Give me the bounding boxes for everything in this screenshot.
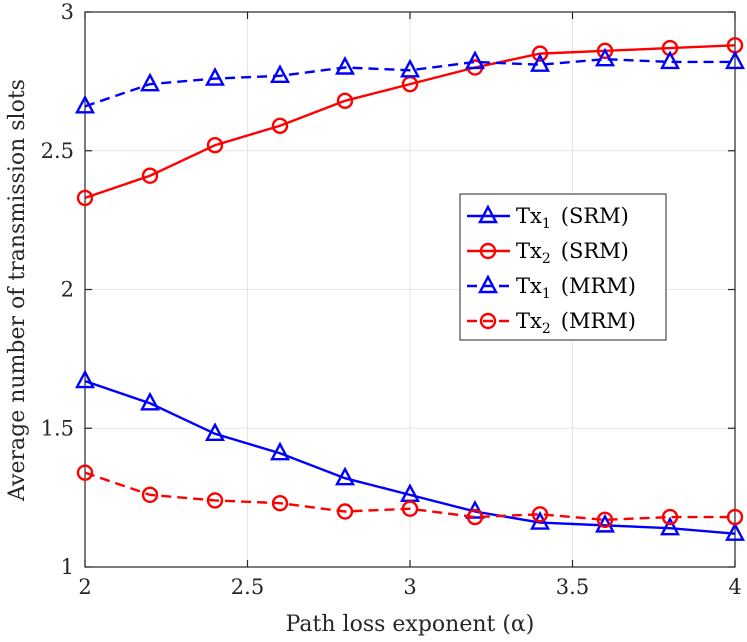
- data-point: [660, 516, 680, 536]
- data-point: [76, 464, 94, 481]
- legend-label-suffix: (MRM): [561, 274, 636, 298]
- series-line: [84, 44, 736, 200]
- data-point: [726, 508, 744, 526]
- data-point: [400, 58, 420, 78]
- y-tick-label: 2.5: [41, 139, 74, 163]
- legend-label-suffix: (SRM): [561, 239, 629, 263]
- y-tick-label: 1.5: [41, 416, 74, 440]
- legend-circle-marker: [479, 312, 497, 330]
- data-point: [205, 422, 225, 441]
- legend-triangle-marker: [478, 204, 498, 224]
- legend: Tx1 (SRM)Tx2 (SRM)Tx1 (MRM)Tx2 (MRM): [459, 193, 667, 341]
- data-point: [271, 117, 289, 134]
- legend-label: Tx1 (MRM): [516, 274, 636, 302]
- data-point: [724, 50, 746, 70]
- legend-label-subscript: 2: [542, 321, 551, 337]
- series-line: [84, 57, 735, 108]
- legend-label-subscript: 1: [542, 286, 551, 302]
- data-point: [661, 508, 679, 526]
- data-point: [596, 511, 614, 529]
- data-point: [531, 45, 549, 62]
- data-point: [401, 500, 419, 517]
- legend-entries: Tx1 (SRM)Tx2 (SRM)Tx1 (MRM)Tx2 (MRM): [467, 204, 636, 337]
- data-point: [141, 167, 159, 184]
- data-point: [75, 369, 95, 389]
- series-3: [76, 464, 744, 529]
- y-tick-label: 2: [61, 278, 74, 302]
- legend-entry: Tx1 (SRM): [467, 204, 629, 232]
- series-group: [75, 37, 746, 541]
- data-point: [595, 513, 615, 533]
- legend-label-suffix: (MRM): [561, 309, 636, 333]
- legend-entry: Tx2 (SRM): [467, 239, 629, 267]
- x-tick-label: 3.5: [556, 575, 589, 599]
- legend-circle-marker: [479, 242, 497, 260]
- data-point: [206, 492, 224, 509]
- x-tick-label: 2: [78, 575, 91, 599]
- data-point: [531, 506, 549, 523]
- legend-label-main: Tx: [516, 204, 542, 228]
- data-point: [75, 94, 95, 114]
- legend-label-subscript: 1: [542, 216, 551, 232]
- legend-triangle-marker: [478, 274, 498, 294]
- data-point: [335, 466, 355, 486]
- data-point: [140, 72, 160, 92]
- data-point: [335, 55, 355, 75]
- x-tick-label: 4: [728, 575, 741, 599]
- x-axis-title: Path loss exponent (α): [286, 612, 535, 637]
- data-point: [140, 391, 160, 411]
- series-line: [84, 379, 736, 535]
- data-point: [464, 50, 486, 70]
- legend-label-main: Tx: [516, 309, 542, 333]
- x-tick-label: 3: [403, 575, 416, 599]
- legend-label-suffix: (SRM): [561, 204, 629, 228]
- data-point: [725, 522, 745, 541]
- x-tick-label: 2.5: [231, 575, 264, 599]
- y-tick-label: 1: [61, 555, 74, 579]
- data-point: [205, 67, 225, 86]
- y-tick-label: 3: [61, 0, 74, 24]
- data-point: [595, 47, 615, 67]
- data-point: [336, 92, 354, 110]
- data-point: [141, 486, 159, 504]
- data-point: [271, 494, 289, 512]
- data-point: [206, 136, 224, 154]
- legend-label: Tx2 (MRM): [516, 309, 636, 337]
- legend-label-main: Tx: [516, 274, 542, 298]
- legend-label-subscript: 2: [542, 251, 551, 267]
- legend-entry: Tx2 (MRM): [467, 309, 636, 337]
- series-line: [84, 471, 735, 522]
- data-point: [466, 508, 484, 526]
- data-point: [270, 441, 290, 461]
- legend-label: Tx2 (SRM): [516, 239, 629, 267]
- data-point: [270, 64, 290, 84]
- series-2: [75, 47, 746, 114]
- legend-label-main: Tx: [516, 239, 542, 263]
- data-point: [530, 53, 550, 72]
- data-point: [659, 50, 681, 70]
- data-point: [336, 503, 354, 520]
- legend-entry: Tx1 (MRM): [467, 274, 636, 302]
- y-axis-title: Average number of transmission slots: [5, 79, 30, 502]
- data-point: [76, 189, 94, 207]
- axis-ticks: 2 2.5 3 3.5 4 1 1.5 2 2.5 3: [41, 0, 742, 599]
- data-point: [596, 42, 614, 60]
- legend-label: Tx1 (SRM): [516, 204, 629, 232]
